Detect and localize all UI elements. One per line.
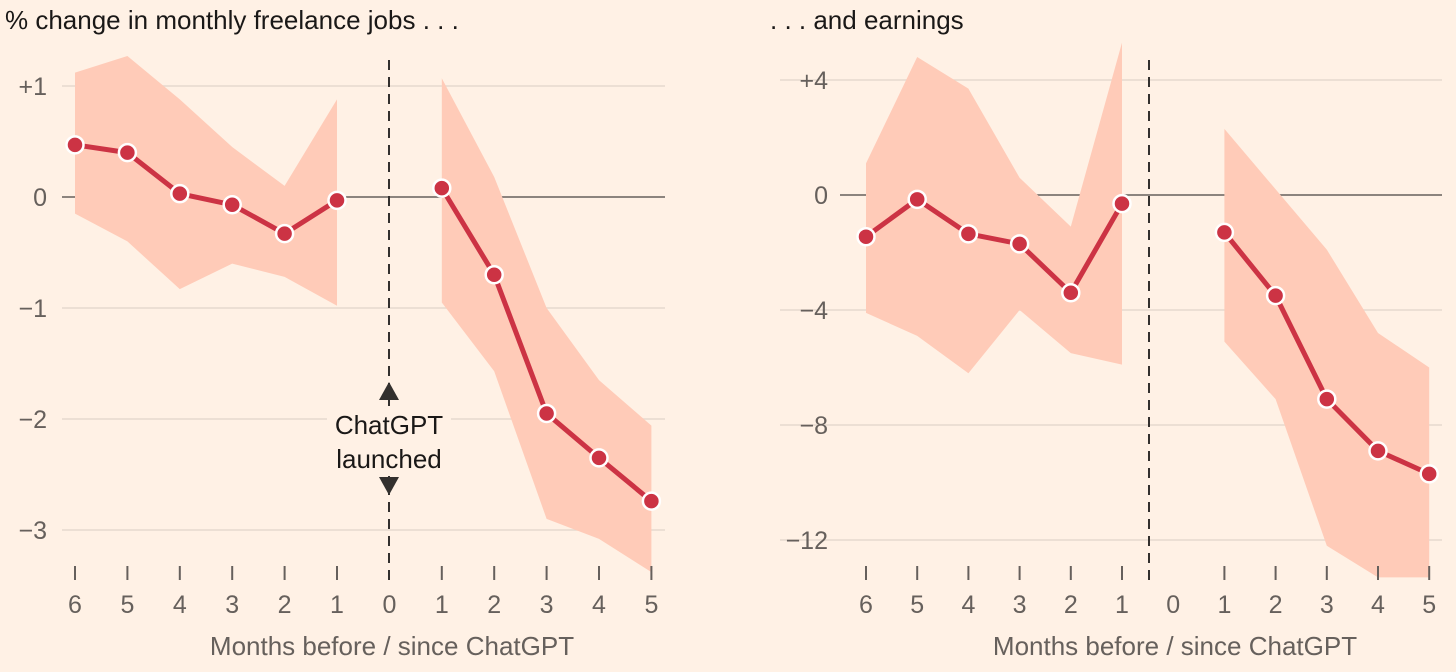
chart-1-y-tick-label: +1 — [18, 73, 47, 101]
chart-2-xlabel: Months before / since ChatGPT — [993, 631, 1357, 661]
chart-2-x-tick-label: 4 — [961, 591, 975, 619]
chart-1-point — [274, 223, 295, 244]
chart-1-x-tick-label: 4 — [173, 591, 187, 619]
chart-2-x-tick-label: 2 — [1269, 591, 1283, 619]
chart-1-x-tick-label: 1 — [435, 591, 449, 619]
chart-2-y-tick-label: −4 — [799, 297, 828, 325]
chart-1-y-tick-label: −2 — [18, 406, 47, 434]
chart-2-point — [1214, 222, 1235, 243]
chart-2-point — [1317, 389, 1337, 409]
chart-2-point — [1061, 283, 1081, 303]
chart-2: . . . and earnings +4 0 −4 −8 −12 6 5 4 3 2 1 0 1 2 3 4 5… — [770, 5, 1442, 661]
chart-2-x-tick-label: 6 — [859, 591, 873, 619]
chart-2-y-tick-label: 0 — [814, 182, 828, 210]
chart-2-x-tick-label: 2 — [1064, 591, 1078, 619]
chart-2-x-tick-label: 1 — [1115, 591, 1129, 619]
chart-1-x-tick-label: 3 — [540, 591, 554, 619]
chart-1-point — [222, 195, 242, 215]
chart-1-x-tick-label: 4 — [592, 591, 606, 619]
chart-2-x-tick-label: 3 — [1320, 591, 1334, 619]
chart-1-x-tick-label: 5 — [644, 591, 658, 619]
chart-2-y-tick-label: −12 — [786, 527, 828, 555]
chart-1-annotation-bg — [327, 406, 451, 476]
chart-1-annotation-line: launched — [336, 444, 442, 474]
chart-1-x-tick-label: 1 — [330, 591, 344, 619]
chart-1-band-before — [75, 56, 337, 306]
chart-1-point — [327, 190, 347, 211]
chart-2-x-tick-label: 1 — [1217, 591, 1231, 619]
chart-2-x-tick-label: 3 — [1013, 591, 1027, 619]
chart-2-x-tick-label: 5 — [1422, 591, 1436, 619]
chart-2-point — [1009, 234, 1030, 254]
chart-2-x-tick-label: 4 — [1371, 591, 1385, 619]
chart-2-band-before — [866, 42, 1122, 374]
chart-1-point — [484, 264, 504, 285]
chart-2-x-tick-label: 0 — [1166, 591, 1180, 619]
chart-1-y-tick-label: −1 — [18, 295, 47, 323]
chart-1-annotation-arrow-down — [379, 477, 399, 495]
chart-2-point — [907, 189, 927, 210]
chart-1-xlabel: Months before / since ChatGPT — [210, 631, 574, 661]
chart-1-point — [117, 142, 138, 163]
chart-2-band-after — [1224, 128, 1430, 578]
chart-1-point — [170, 183, 190, 204]
chart-2-y-tick-label: −8 — [799, 412, 828, 440]
chart-1-y-tick-label: −3 — [18, 517, 47, 545]
chart-2-point — [1419, 464, 1439, 484]
chart-1: % change in monthly freelance jobs . . .… — [5, 5, 665, 661]
chart-2-x-tick-label: 5 — [910, 591, 924, 619]
chart-2-point — [958, 224, 979, 244]
chart-2-line-before — [864, 196, 1125, 296]
chart-1-point — [65, 135, 85, 155]
chart-1-x-tick-label: 3 — [225, 591, 239, 619]
chart-1-point — [641, 491, 662, 511]
chart-1-title: % change in monthly freelance jobs . . . — [5, 5, 459, 35]
chart-2-y-tick-label: +4 — [799, 67, 828, 95]
chart-2-point — [856, 226, 876, 247]
chart-1-x-tick-label: 2 — [487, 591, 501, 619]
chart-1-point — [589, 448, 609, 468]
chart-2-point — [1112, 193, 1132, 214]
chart-1-point — [432, 178, 452, 198]
chart-1-x-tick-label: 6 — [68, 591, 82, 619]
chart-2-point — [1265, 285, 1286, 306]
chart-2-point — [1368, 441, 1388, 461]
chart-1-annotation-arrow-up — [379, 382, 399, 400]
chart-1-point — [536, 403, 557, 424]
chart-1-band-after — [441, 78, 652, 573]
chart-1-annotation-line: ChatGPT — [335, 410, 443, 440]
chart-1-x-tick-label: 2 — [278, 591, 292, 619]
chart-1-x-tick-label: 5 — [120, 591, 134, 619]
chart-1-x-tick-label: 0 — [382, 591, 396, 619]
chart-2-title: . . . and earnings — [770, 5, 964, 35]
chart-1-y-tick-label: 0 — [33, 184, 47, 212]
